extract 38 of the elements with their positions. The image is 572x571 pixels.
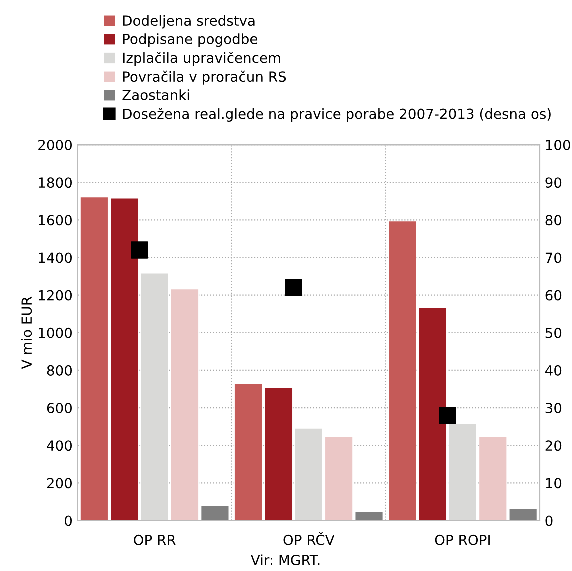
y-tick-label: 1200 [39, 290, 72, 301]
y2-tick-label: 70 [546, 252, 562, 264]
y-tick-label: 1600 [39, 215, 72, 226]
y-tick-label: 400 [47, 440, 72, 452]
y-tick-label: 2000 [38, 140, 72, 151]
bar [234, 384, 263, 521]
y-tick-label: 600 [47, 403, 72, 414]
legend-label: Dodeljena sredstva [123, 15, 255, 29]
y2-tick-label: 100 [546, 140, 570, 151]
y-tick-label: 0 [65, 516, 72, 526]
legend-label: Zaostanki [122, 90, 190, 100]
y-tick-label: 800 [47, 365, 72, 376]
legend-label: Podpisane pogodbe [123, 34, 258, 48]
y-tick-label: 1000 [39, 328, 72, 338]
y2-tick-label: 50 [546, 328, 562, 338]
y2-tick-label: 30 [546, 403, 562, 414]
point [285, 279, 302, 296]
y2-tick-label: 10 [546, 478, 562, 489]
y-tick-label: 200 [47, 478, 72, 489]
y2-tick-label: 90 [546, 178, 562, 188]
y-tick-label: 1800 [39, 178, 72, 188]
point [439, 406, 456, 424]
bar [80, 196, 109, 521]
legend-label: Dosežena real.glede na pravice porabe 2007-2013 (desna os) [123, 108, 551, 122]
y-axis-title: V mio EUR [21, 296, 32, 370]
text: Vir: MGRT. [250, 554, 320, 566]
y2-tick-label: 40 [546, 365, 562, 376]
y2-tick-label: 80 [546, 215, 562, 226]
x-tick-label: OP ROPI [435, 534, 490, 546]
x-tick-label: OP RR [134, 534, 176, 546]
point [131, 242, 148, 259]
legend-label: Izplačila upravičencem [123, 52, 280, 66]
legend-label: Povračila v proračun RS [123, 70, 286, 85]
y-tick-label: 1400 [39, 252, 72, 264]
x-tick-label: OP RČV [284, 532, 335, 546]
y2-tick-label: 0 [546, 516, 553, 526]
y2-tick-label: 60 [546, 290, 562, 301]
y2-tick-label: 20 [546, 440, 562, 452]
